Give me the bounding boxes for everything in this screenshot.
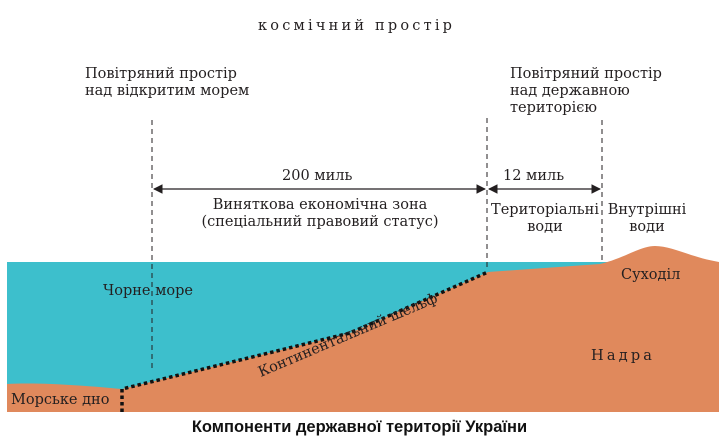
airspace-state-line2: над державною (510, 83, 630, 99)
territorial-line2: води (527, 219, 563, 235)
cosmic-space-label: космічний простір (258, 18, 456, 34)
airspace-open-sea-label: Повітряний простір над відкритим морем (85, 66, 249, 100)
eez-label: Виняткова економічна зона (спеціальний п… (180, 197, 460, 231)
black-sea-label: Чорне море (103, 283, 193, 299)
airspace-open-sea-line1: Повітряний простір (85, 66, 237, 82)
shelf-boundary (120, 270, 489, 412)
airspace-state-line3: територією (510, 100, 597, 116)
seabed-label: Морське дно (11, 392, 110, 408)
distance-200-label: 200 миль (282, 168, 353, 184)
airspace-state-label: Повітряний простір над державною територ… (510, 66, 662, 117)
internal-waters-label: Внутрішні води (606, 202, 688, 236)
land-area (7, 246, 719, 412)
subsoil-label: Надра (591, 348, 656, 364)
eez-line2: (спеціальний правовий статус) (201, 214, 439, 230)
eez-line1: Виняткова економічна зона (212, 197, 428, 213)
distance-12-label: 12 миль (503, 168, 565, 184)
internal-line2: води (629, 219, 665, 235)
territorial-line1: Територіальні (491, 202, 599, 218)
airspace-state-line1: Повітряний простір (510, 66, 662, 82)
airspace-open-sea-line2: над відкритим морем (85, 83, 250, 99)
land-label: Суходіл (621, 267, 681, 283)
territorial-waters-label: Територіальні води (486, 202, 604, 236)
figure-caption: Компоненти державної території України (191, 418, 528, 436)
internal-line1: Внутрішні (607, 202, 687, 218)
